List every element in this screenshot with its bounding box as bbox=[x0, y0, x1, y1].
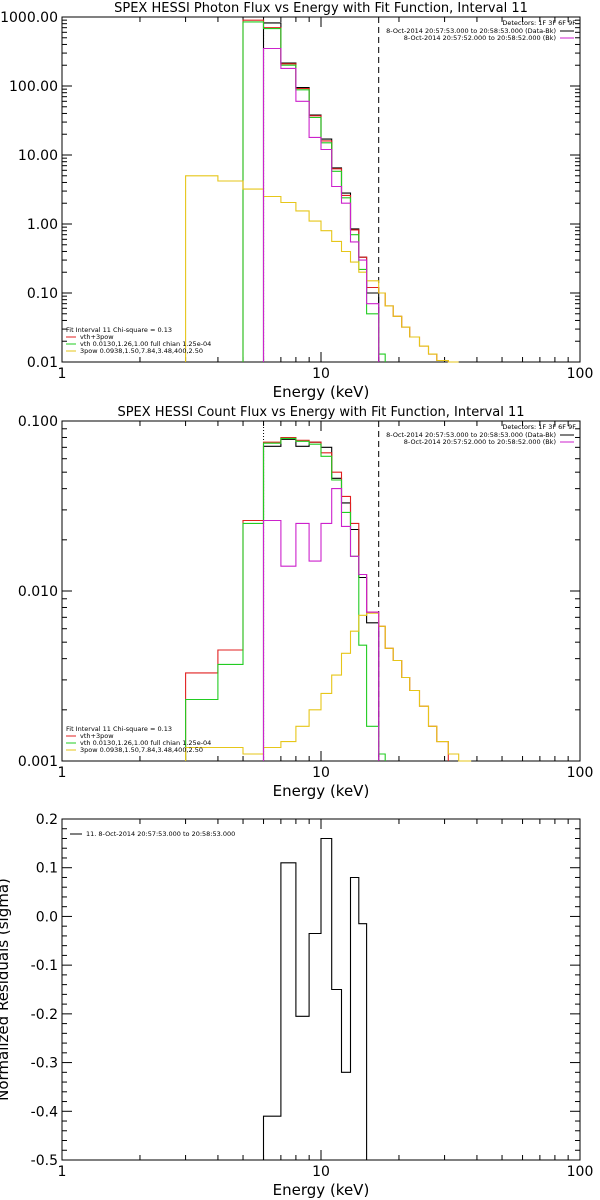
y-tick-label-2: 0.2 bbox=[36, 812, 58, 828]
residuals-series bbox=[262, 837, 379, 1161]
legend-right-entry-0: 8-Oct-2014 20:57:52.000 to 20:58:52.000 … bbox=[404, 34, 556, 42]
legend-left-entry-1: vth 0.0130,1.26,1.00 full chian 1.25e-04 bbox=[80, 739, 211, 747]
x-tick-label-2: 1 bbox=[58, 1164, 67, 1180]
series-4-0 bbox=[262, 47, 380, 362]
legend-right-entry-1: 8-Oct-2014 20:57:53.000 to 20:58:53.000 … bbox=[386, 431, 556, 439]
y-tick-label-0: 0.01 bbox=[27, 355, 58, 371]
series-2-1 bbox=[185, 437, 386, 761]
y-tick-label-2: 0.1 bbox=[36, 861, 58, 877]
series-0-0 bbox=[262, 22, 380, 362]
legend-left-entry-0: 3pow 0.0938,1.50,7.84,3.48,400,2.50 bbox=[80, 347, 203, 355]
y-tick-label-2: -0.3 bbox=[31, 1056, 58, 1072]
x-tick-label-0: 1 bbox=[58, 366, 67, 382]
legend-right-entry-0: 8-Oct-2014 20:57:53.000 to 20:58:53.000 … bbox=[386, 27, 556, 35]
chart-title-0: SPEX HESSI Photon Flux vs Energy with Fi… bbox=[114, 1, 528, 16]
legend-left-entry-1: Fit Interval 11 Chi-square = 0.13 bbox=[66, 725, 172, 733]
y-tick-label-1: 0.010 bbox=[18, 584, 58, 600]
y-tick-label-0: 10.00 bbox=[18, 148, 58, 164]
chart-title-1: SPEX HESSI Count Flux vs Energy with Fit… bbox=[117, 405, 524, 420]
y-tick-label-2: -0.1 bbox=[31, 958, 58, 974]
y-tick-label-2: 0.0 bbox=[36, 909, 58, 925]
detectors-label-1: Detectors: 1F 3F 6F 9F bbox=[502, 423, 576, 431]
y-tick-label-1: 0.100 bbox=[18, 414, 58, 430]
x-axis-label-0: Energy (keV) bbox=[273, 383, 370, 401]
y-axis-label-2: Normalized Residuals (sigma) bbox=[0, 878, 12, 1101]
x-tick-label-1: 1 bbox=[58, 765, 67, 781]
y-tick-label-0: 1.00 bbox=[27, 217, 58, 233]
x-tick-label-2: 100 bbox=[567, 1164, 594, 1180]
series-1-1 bbox=[185, 436, 449, 761]
series-2-0 bbox=[242, 21, 386, 362]
detectors-label-0: Detectors: 1F 3F 6F 9F bbox=[502, 19, 576, 27]
legend-left-entry-1: vth+3pow bbox=[80, 732, 114, 740]
x-tick-label-1: 100 bbox=[567, 765, 594, 781]
series-0-1 bbox=[262, 438, 380, 761]
y-tick-label-0: 1000.00 bbox=[0, 10, 58, 26]
y-tick-label-0: 100.00 bbox=[9, 79, 58, 95]
legend-right-entry-1: 8-Oct-2014 20:57:52.000 to 20:58:52.000 … bbox=[404, 438, 556, 446]
series-4-1 bbox=[262, 488, 380, 761]
x-axis-label-2: Energy (keV) bbox=[273, 1181, 370, 1199]
x-tick-label-0: 100 bbox=[567, 366, 594, 382]
plot-frame-0 bbox=[61, 16, 581, 363]
series-1-0 bbox=[242, 19, 449, 362]
y-tick-label-2: -0.5 bbox=[31, 1153, 58, 1169]
residuals-legend: 11. 8-Oct-2014 20:57:53.000 to 20:58:53.… bbox=[86, 830, 235, 838]
x-tick-label-0: 10 bbox=[312, 366, 330, 382]
y-tick-label-1: 0.001 bbox=[18, 754, 58, 770]
series-3-1 bbox=[185, 612, 472, 762]
y-tick-label-2: -0.4 bbox=[31, 1104, 58, 1120]
x-tick-label-1: 10 bbox=[312, 765, 330, 781]
legend-left-entry-1: 3pow 0.0938,1.50,7.84,3.48,400,2.50 bbox=[80, 746, 203, 754]
x-axis-label-1: Energy (keV) bbox=[273, 782, 370, 800]
legend-left-entry-0: vth 0.0130,1.26,1.00 full chian 1.25e-04 bbox=[80, 340, 211, 348]
y-tick-label-2: -0.2 bbox=[31, 1007, 58, 1023]
legend-left-entry-0: Fit Interval 11 Chi-square = 0.13 bbox=[66, 326, 172, 334]
x-tick-label-2: 10 bbox=[312, 1164, 330, 1180]
series-3-0 bbox=[185, 175, 459, 363]
y-tick-label-0: 0.10 bbox=[27, 286, 58, 302]
legend-left-entry-0: vth+3pow bbox=[80, 333, 114, 341]
